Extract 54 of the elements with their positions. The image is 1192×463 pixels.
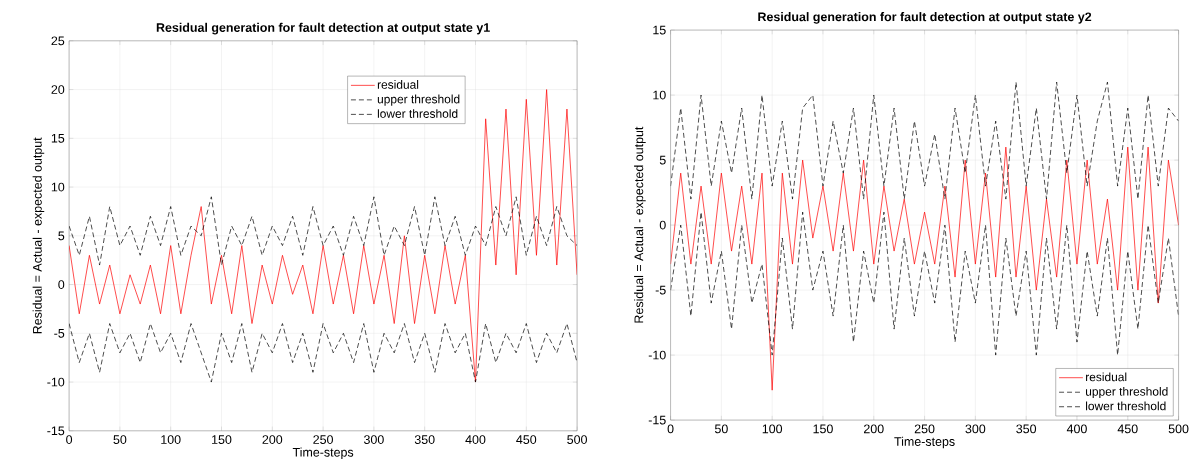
x-tick-label: 450 bbox=[516, 435, 537, 444]
x-tick-label: 300 bbox=[965, 424, 986, 434]
y-tick-label: 5 bbox=[659, 155, 666, 165]
line-series bbox=[670, 211, 1179, 356]
line-series bbox=[69, 196, 578, 266]
legend-label: residual bbox=[377, 80, 419, 89]
x-tick-label: 0 bbox=[66, 435, 73, 444]
y-tick-label: -5 bbox=[54, 328, 65, 338]
x-tick-label: 250 bbox=[313, 435, 333, 444]
x-tick-label: 200 bbox=[864, 424, 884, 434]
x-tick-label: 300 bbox=[363, 435, 384, 444]
y-tick-label: -10 bbox=[648, 350, 666, 360]
y-tick-label: 25 bbox=[51, 36, 65, 46]
y-tick-label: 10 bbox=[653, 90, 666, 100]
y-tick-label: -5 bbox=[655, 285, 666, 295]
x-axis-title: Time-steps bbox=[292, 447, 354, 460]
legend-label: lower threshold bbox=[377, 109, 458, 118]
x-tick-label: 150 bbox=[813, 424, 833, 434]
legend-label: residual bbox=[1086, 372, 1127, 382]
x-axis-title: Time-steps bbox=[894, 436, 955, 449]
y-tick-label: -15 bbox=[47, 426, 65, 436]
legend-label: upper threshold bbox=[377, 94, 460, 106]
x-tick-label: 250 bbox=[914, 424, 935, 434]
x-tick-label: 200 bbox=[262, 435, 283, 444]
x-tick-label: 500 bbox=[567, 435, 587, 444]
legend-label: lower threshold bbox=[1086, 401, 1166, 411]
line-series bbox=[69, 323, 578, 383]
x-tick-label: 100 bbox=[762, 424, 783, 434]
chart-title: Residual generation for fault detection at output state y1 bbox=[156, 22, 490, 35]
x-tick-label: 50 bbox=[714, 424, 728, 434]
x-tick-label: 350 bbox=[1016, 424, 1037, 434]
x-tick-label: 0 bbox=[667, 424, 674, 434]
x-tick-label: 350 bbox=[414, 435, 435, 444]
y-tick-label: 15 bbox=[51, 133, 65, 143]
x-tick-label: 400 bbox=[1066, 424, 1087, 434]
y-axis-title: Residual = Actual - expected output bbox=[634, 126, 646, 323]
x-tick-label: 100 bbox=[161, 435, 181, 444]
x-tick-label: 450 bbox=[1117, 424, 1138, 434]
y-tick-label: -15 bbox=[648, 415, 666, 425]
x-tick-label: 50 bbox=[113, 435, 127, 444]
legend-label: upper threshold bbox=[1086, 386, 1168, 399]
chart-title: Residual generation for fault detection at output state y2 bbox=[758, 12, 1092, 24]
x-tick-label: 150 bbox=[212, 435, 232, 444]
x-tick-label: 500 bbox=[1168, 424, 1189, 434]
y-tick-label: -10 bbox=[47, 377, 65, 387]
y-tick-label: 10 bbox=[51, 182, 65, 192]
y-tick-label: 5 bbox=[58, 231, 65, 241]
x-tick-label: 400 bbox=[465, 435, 486, 444]
y-axis-title: Residual = Actual - expected output bbox=[32, 137, 45, 334]
y-tick-label: 0 bbox=[58, 280, 65, 289]
y-tick-label: 20 bbox=[51, 85, 65, 94]
y-tick-label: 0 bbox=[659, 220, 666, 230]
y-tick-label: 15 bbox=[653, 25, 666, 35]
line-series bbox=[670, 81, 1179, 200]
